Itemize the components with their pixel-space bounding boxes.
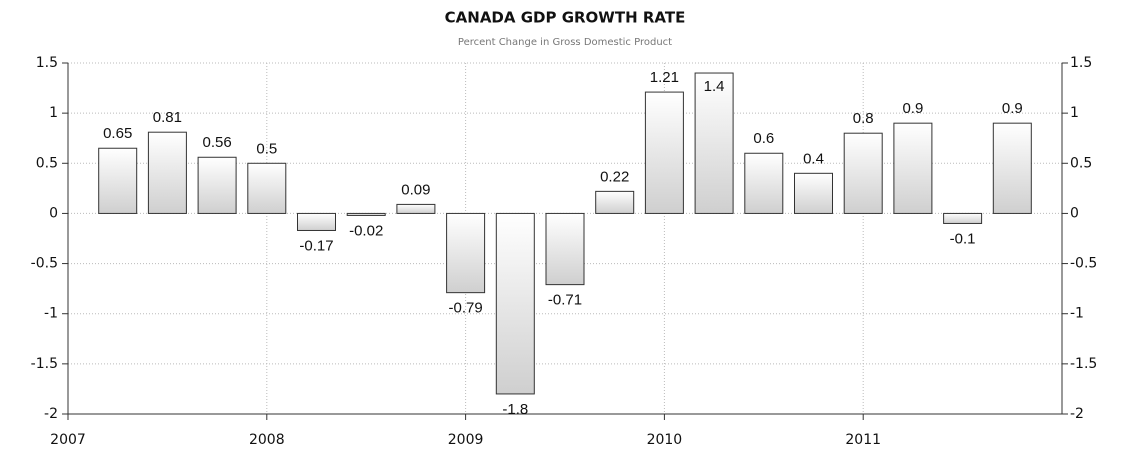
value-label: -0.71	[548, 292, 582, 309]
chart-title: CANADA GDP GROWTH RATE	[445, 9, 686, 27]
chart-subtitle: Percent Change in Gross Domestic Product	[458, 37, 672, 48]
bar	[595, 190, 635, 214]
bar	[992, 122, 1032, 214]
bar	[297, 212, 336, 231]
y-tick-label: 1.5	[36, 55, 58, 71]
bar	[147, 131, 187, 214]
value-label: 0.4	[803, 150, 824, 167]
value-label: 0.81	[153, 109, 182, 126]
y-tick-label: -2	[44, 406, 58, 422]
bar	[446, 212, 486, 294]
x-tick-label: 2011	[845, 432, 881, 448]
y-tick-label: -1.5	[31, 356, 58, 372]
y-tick-label: -1	[44, 306, 58, 322]
y-tick-label: 1	[49, 105, 58, 121]
value-label: -0.79	[448, 300, 482, 317]
value-label: -0.02	[349, 222, 383, 239]
y2-tick-label: 0.5	[1070, 155, 1092, 171]
value-label: 0.6	[753, 130, 774, 147]
y2-tick-label: 1.5	[1070, 55, 1092, 71]
value-label: 0.22	[600, 168, 629, 185]
value-label: 0.5	[256, 140, 277, 157]
value-label: 0.56	[202, 134, 231, 151]
y2-tick-label: -0.5	[1070, 256, 1097, 272]
value-label: -0.17	[299, 237, 333, 254]
bar	[495, 212, 535, 395]
value-label: 0.9	[1002, 100, 1023, 117]
bar	[346, 212, 386, 216]
y-tick-label: -0.5	[31, 256, 58, 272]
bar	[545, 212, 585, 286]
y2-tick-label: -1.5	[1070, 356, 1097, 372]
bar	[744, 152, 784, 214]
y2-tick-label: -1	[1070, 306, 1084, 322]
y-tick-label: 0	[49, 205, 58, 221]
bar	[98, 147, 138, 214]
y2-tick-label: 0	[1070, 205, 1079, 221]
x-tick-label: 2007	[50, 432, 86, 448]
value-label: -0.1	[950, 230, 976, 247]
y2-tick-label: -2	[1070, 406, 1084, 422]
y2-tick-label: 1	[1070, 105, 1079, 121]
bar	[644, 91, 684, 214]
x-tick-label: 2010	[647, 432, 683, 448]
x-tick-label: 2008	[249, 432, 285, 448]
y-tick-label: 0.5	[36, 155, 58, 171]
bar	[396, 203, 436, 214]
value-label: -1.8	[502, 401, 528, 418]
value-label: 0.65	[103, 125, 132, 142]
value-label: 1.4	[704, 78, 725, 95]
bar	[794, 172, 833, 214]
bar	[843, 132, 883, 214]
value-label: 0.09	[401, 181, 430, 198]
bar	[893, 122, 933, 214]
value-label: 0.9	[902, 100, 923, 117]
value-label: 0.8	[853, 110, 874, 127]
bar	[943, 212, 983, 224]
bar	[694, 72, 734, 214]
bar	[247, 162, 287, 214]
value-label: 1.21	[650, 69, 679, 86]
x-tick-label: 2009	[448, 432, 484, 448]
bar	[197, 156, 237, 214]
